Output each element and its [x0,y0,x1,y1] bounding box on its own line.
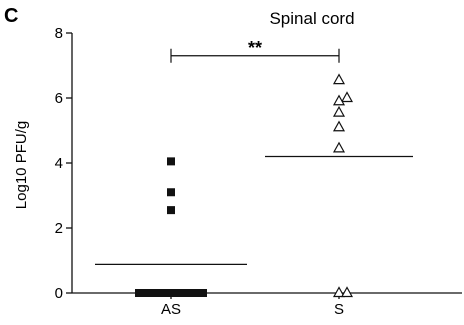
x-tick-label: AS [161,301,181,318]
data-point-square [183,289,191,297]
data-point-triangle [340,286,354,298]
y-tick-label: 2 [55,220,63,237]
data-points [135,73,354,298]
mean-lines [95,155,413,265]
x-tick-label: S [334,301,344,318]
y-tick-label: 8 [55,25,63,42]
data-point-square [167,188,175,197]
data-point-triangle [332,73,346,85]
panel-letter: C [4,5,18,27]
data-point-square [175,289,183,297]
data-point-triangle [332,105,346,117]
chart-title: Spinal cord [269,9,354,28]
data-point-square [143,289,151,297]
data-point-square [199,289,207,297]
data-point-square [159,289,167,297]
data-point-square [135,289,143,297]
y-axis: 0 2 4 6 8 [55,25,73,302]
y-tick-label: 6 [55,90,63,107]
data-point-square [167,206,175,215]
y-tick-label: 0 [55,285,63,302]
data-point-triangle [332,141,346,153]
data-point-triangle [332,94,346,106]
x-axis: AS S [72,292,462,318]
y-tick-label: 4 [55,155,63,172]
significance-bracket: ** [170,38,340,63]
data-point-square [151,289,159,297]
data-point-square [167,157,175,166]
y-axis-label: Log10 PFU/g [13,121,30,209]
data-point-triangle [332,120,346,132]
data-point-square [191,289,199,297]
data-point-triangle [340,91,354,103]
data-point-square [167,289,175,297]
significance-label: ** [248,38,262,58]
data-point-triangle [332,286,346,298]
